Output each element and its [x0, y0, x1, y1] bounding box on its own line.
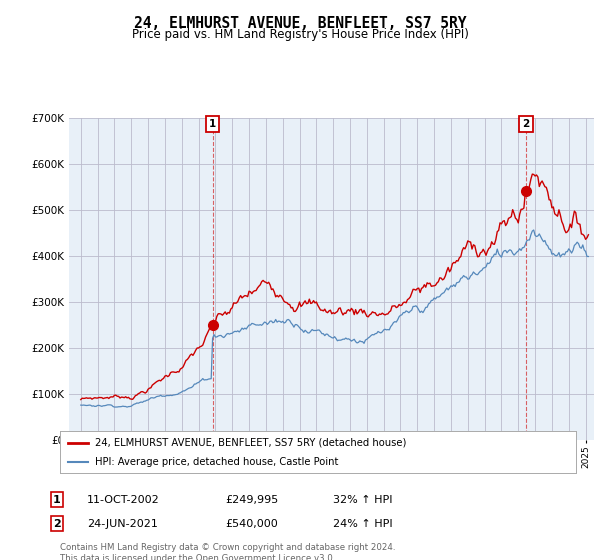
Text: 24, ELMHURST AVENUE, BENFLEET, SS7 5RY (detached house): 24, ELMHURST AVENUE, BENFLEET, SS7 5RY (… [95, 437, 406, 447]
Text: £249,995: £249,995 [225, 494, 278, 505]
Text: Contains HM Land Registry data © Crown copyright and database right 2024.
This d: Contains HM Land Registry data © Crown c… [60, 543, 395, 560]
Text: 2: 2 [53, 519, 61, 529]
Text: Price paid vs. HM Land Registry's House Price Index (HPI): Price paid vs. HM Land Registry's House … [131, 28, 469, 41]
Text: 1: 1 [53, 494, 61, 505]
Text: HPI: Average price, detached house, Castle Point: HPI: Average price, detached house, Cast… [95, 457, 338, 467]
Text: 11-OCT-2002: 11-OCT-2002 [87, 494, 160, 505]
Text: 24, ELMHURST AVENUE, BENFLEET, SS7 5RY: 24, ELMHURST AVENUE, BENFLEET, SS7 5RY [134, 16, 466, 31]
Text: £540,000: £540,000 [225, 519, 278, 529]
Text: 2: 2 [523, 119, 530, 129]
Text: 1: 1 [209, 119, 216, 129]
Text: 32% ↑ HPI: 32% ↑ HPI [333, 494, 392, 505]
Text: 24% ↑ HPI: 24% ↑ HPI [333, 519, 392, 529]
Text: 24-JUN-2021: 24-JUN-2021 [87, 519, 158, 529]
